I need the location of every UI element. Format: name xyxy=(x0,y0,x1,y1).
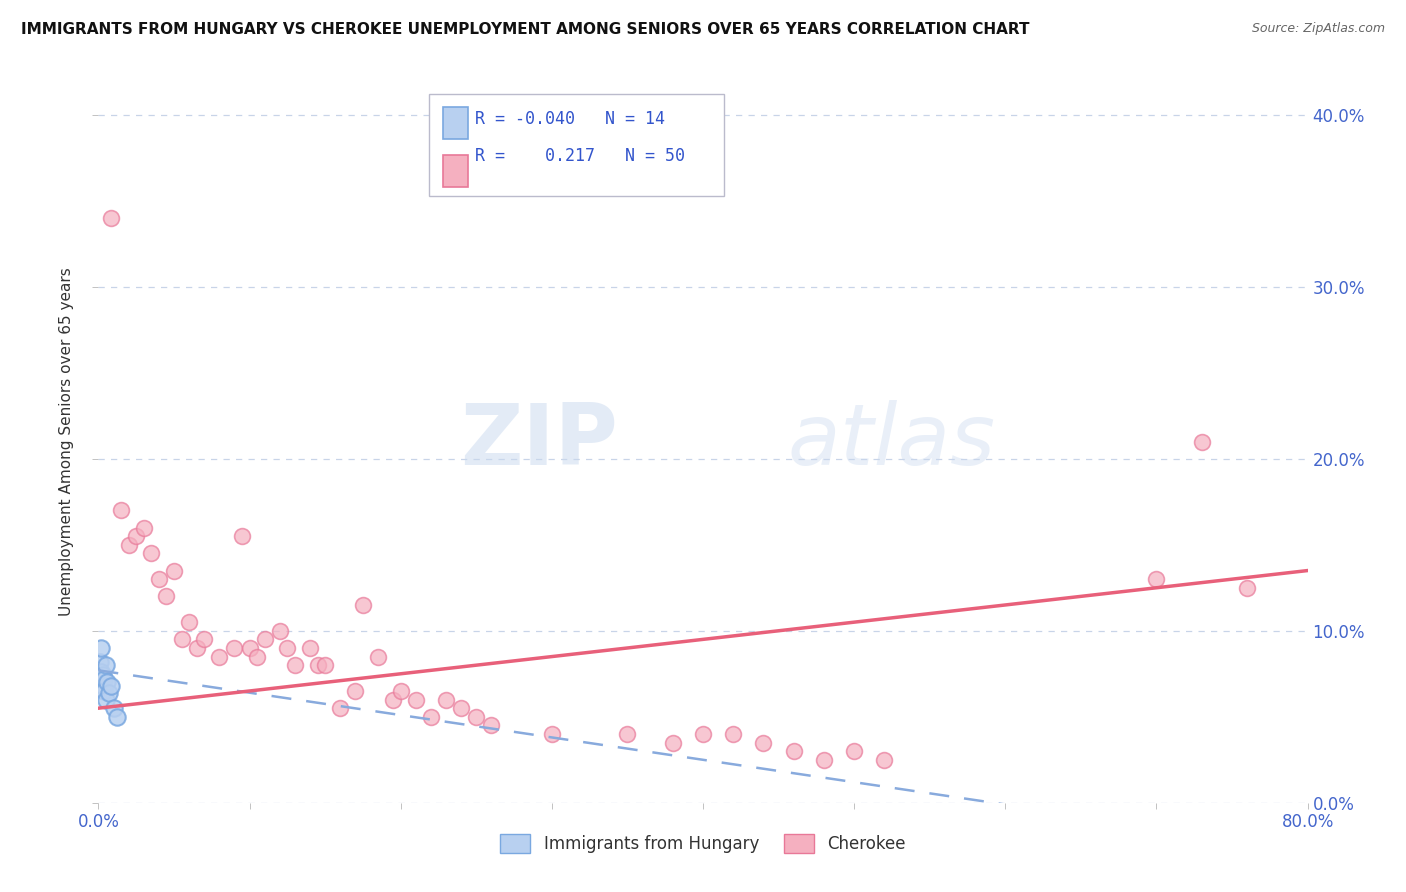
Point xyxy=(90,665,112,679)
Point xyxy=(723,727,745,741)
Point xyxy=(382,692,405,706)
Point xyxy=(96,675,118,690)
Point xyxy=(231,529,253,543)
Point xyxy=(1144,572,1167,586)
Point xyxy=(94,692,117,706)
Text: ZIP: ZIP xyxy=(461,400,619,483)
Point xyxy=(783,744,806,758)
Point xyxy=(307,658,329,673)
Point xyxy=(450,701,472,715)
Point xyxy=(299,640,322,655)
Point xyxy=(420,710,443,724)
Point xyxy=(253,632,276,647)
Point xyxy=(616,727,638,741)
Point xyxy=(105,710,128,724)
Point xyxy=(90,640,112,655)
Point xyxy=(125,529,148,543)
Point xyxy=(118,538,141,552)
Point xyxy=(89,655,111,669)
Point xyxy=(239,640,262,655)
Point xyxy=(93,684,115,698)
Point xyxy=(132,520,155,534)
Point xyxy=(110,503,132,517)
Text: IMMIGRANTS FROM HUNGARY VS CHEROKEE UNEMPLOYMENT AMONG SENIORS OVER 65 YEARS COR: IMMIGRANTS FROM HUNGARY VS CHEROKEE UNEM… xyxy=(21,22,1029,37)
Point xyxy=(98,686,121,700)
Point xyxy=(465,710,488,724)
Point xyxy=(352,598,374,612)
Point xyxy=(93,672,115,686)
Point xyxy=(208,649,231,664)
Point xyxy=(540,727,562,741)
Point xyxy=(481,718,503,732)
Point xyxy=(1236,581,1258,595)
Point xyxy=(329,701,352,715)
Point xyxy=(405,692,427,706)
Point xyxy=(170,632,193,647)
Point xyxy=(389,684,412,698)
Point xyxy=(141,546,163,560)
Point xyxy=(284,658,307,673)
Point xyxy=(100,211,122,225)
Text: Source: ZipAtlas.com: Source: ZipAtlas.com xyxy=(1251,22,1385,36)
Point xyxy=(179,615,201,630)
Point xyxy=(148,572,170,586)
Text: atlas: atlas xyxy=(787,400,995,483)
Point xyxy=(276,640,298,655)
Y-axis label: Unemployment Among Seniors over 65 years: Unemployment Among Seniors over 65 years xyxy=(59,268,75,615)
Point xyxy=(193,632,215,647)
Point xyxy=(224,640,246,655)
Point xyxy=(186,640,208,655)
Point xyxy=(1191,434,1213,449)
Text: R = -0.040   N = 14: R = -0.040 N = 14 xyxy=(475,110,665,128)
Point xyxy=(661,735,683,749)
Point xyxy=(692,727,714,741)
Point xyxy=(344,684,367,698)
Point xyxy=(94,658,117,673)
Point xyxy=(434,692,457,706)
Point xyxy=(752,735,775,749)
Text: R =    0.217   N = 50: R = 0.217 N = 50 xyxy=(475,147,685,165)
Point xyxy=(813,753,835,767)
Point xyxy=(91,679,114,693)
Point xyxy=(844,744,866,758)
Point xyxy=(873,753,896,767)
Point xyxy=(367,649,389,664)
Point xyxy=(314,658,336,673)
Point xyxy=(246,649,269,664)
Point xyxy=(155,590,177,604)
Point xyxy=(163,564,186,578)
Point xyxy=(91,668,114,682)
Point xyxy=(269,624,291,638)
Point xyxy=(100,679,122,693)
Point xyxy=(103,701,125,715)
Legend: Immigrants from Hungary, Cherokee: Immigrants from Hungary, Cherokee xyxy=(494,827,912,860)
